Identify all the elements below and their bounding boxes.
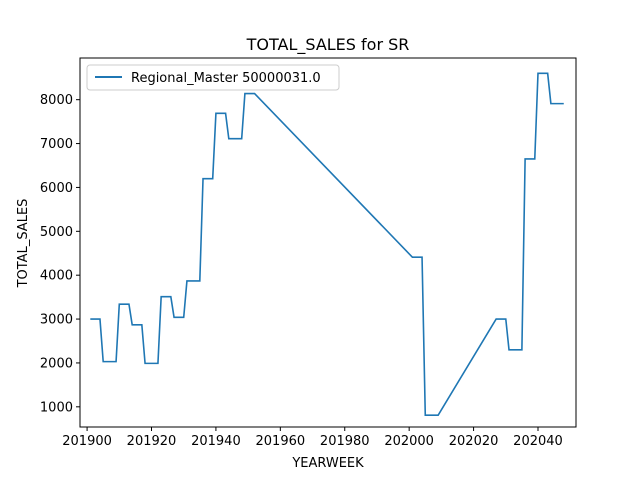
y-axis-label: TOTAL_SALES xyxy=(16,199,31,289)
x-tick-label: 202020 xyxy=(449,434,499,449)
y-tick-label: 6000 xyxy=(40,181,73,196)
y-tick-label: 3000 xyxy=(40,313,73,328)
y-axis: 1000 2000 3000 4000 5000 6000 7000 8000 xyxy=(40,93,80,415)
x-tick-label: 202000 xyxy=(384,434,434,449)
legend: Regional_Master 50000031.0 xyxy=(86,64,340,91)
x-axis-label: YEARWEEK xyxy=(291,456,364,471)
x-axis: 201900 201920 201940 201960 201980 202000 2020… xyxy=(62,427,563,449)
x-tick-label: 201980 xyxy=(320,434,370,449)
y-tick-label: 8000 xyxy=(40,93,73,108)
axes-frame xyxy=(79,57,577,428)
x-tick-label: 201920 xyxy=(127,434,177,449)
plot-area xyxy=(90,72,564,416)
y-tick-label: 4000 xyxy=(40,269,73,284)
x-tick-label: 201940 xyxy=(191,434,241,449)
y-tick-label: 7000 xyxy=(40,137,73,152)
legend-box xyxy=(86,64,340,91)
legend-series-label: Regional_Master 50000031.0 xyxy=(131,71,321,86)
x-tick-label: 202040 xyxy=(513,434,563,449)
series-line xyxy=(90,72,564,416)
chart-title: TOTAL_SALES for SR xyxy=(246,35,410,55)
y-tick-label: 1000 xyxy=(40,400,73,415)
x-tick-label: 201960 xyxy=(256,434,306,449)
x-tick-label: 201900 xyxy=(62,434,112,449)
y-tick-label: 5000 xyxy=(40,225,73,240)
y-tick-label: 2000 xyxy=(40,356,73,371)
